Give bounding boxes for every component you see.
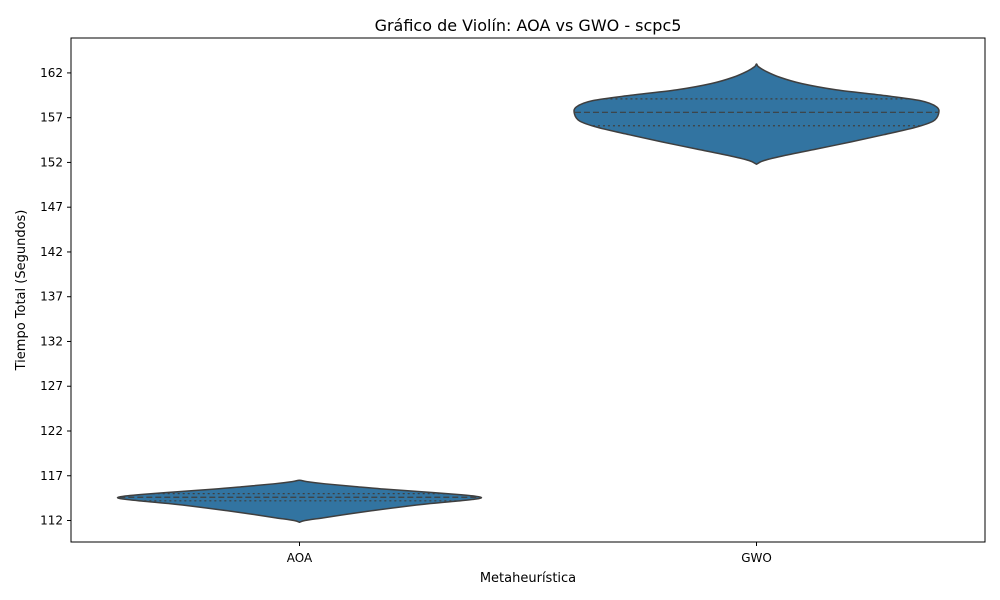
plot-area (116, 63, 940, 524)
y-tick-label: 142 (40, 245, 63, 259)
y-tick-label: 162 (40, 66, 63, 80)
y-tick-label: 127 (40, 379, 63, 393)
y-axis: 112 117 122 127 132 137 142 147 152 157 162 (40, 66, 71, 528)
y-tick-label: 137 (40, 290, 63, 304)
y-tick-label: 112 (40, 514, 63, 528)
y-tick-label: 157 (40, 111, 63, 125)
x-axis-label: Metaheurística (480, 571, 576, 586)
y-axis-label: Tiempo Total (Segundos) (14, 210, 29, 372)
y-tick-label: 152 (40, 155, 63, 169)
chart-title: Gráfico de Violín: AOA vs GWO - scpc5 (375, 16, 682, 35)
y-tick-label: 147 (40, 200, 63, 214)
violin-aoa (116, 479, 483, 524)
plot-frame (70, 37, 986, 543)
violin-body (573, 63, 940, 165)
y-tick-label: 132 (40, 334, 63, 348)
x-tick-label: AOA (287, 551, 313, 565)
y-tick-label: 117 (40, 469, 63, 483)
y-tick-label: 122 (40, 424, 63, 438)
x-tick-label: GWO (741, 551, 772, 565)
violin-gwo (573, 63, 940, 165)
x-axis: AOA GWO (287, 542, 772, 565)
